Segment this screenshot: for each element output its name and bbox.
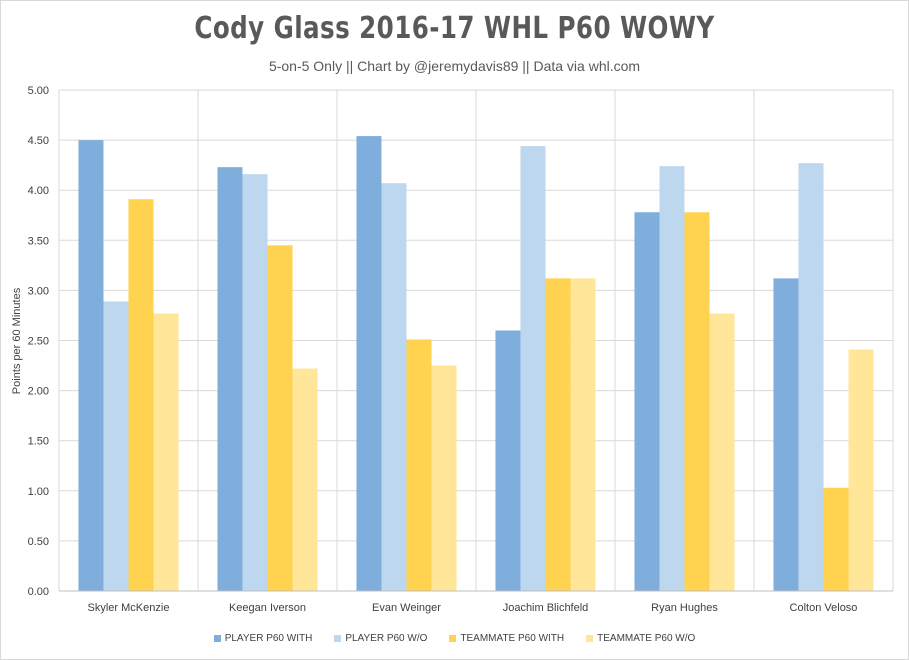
x-tick-label: Ryan Hughes: [651, 602, 718, 614]
y-tick-label: 4.00: [28, 185, 49, 197]
x-tick-label: Keegan Iverson: [229, 602, 306, 614]
bar: [381, 183, 407, 591]
y-tick-label: 0.00: [28, 586, 49, 598]
chart-title: Cody Glass 2016-17 WHL P60 WOWY: [194, 11, 715, 46]
bar: [570, 278, 596, 591]
bar: [78, 140, 104, 591]
bar: [684, 212, 710, 591]
legend-item: TEAMMATE P60 WITH: [449, 633, 564, 644]
y-tick-label: 2.00: [28, 386, 49, 398]
y-tick-label: 0.50: [28, 536, 49, 548]
y-tick-label: 1.50: [28, 436, 49, 448]
bar: [848, 349, 874, 591]
bar: [659, 166, 685, 592]
y-tick-label: 3.00: [28, 285, 49, 297]
y-tick-label: 2.50: [28, 336, 49, 348]
bar: [520, 146, 546, 591]
bar: [217, 167, 243, 592]
bar: [128, 199, 154, 591]
bar: [406, 339, 432, 591]
chart-subtitle: 5-on-5 Only || Chart by @jeremydavis89 |…: [268, 58, 641, 74]
y-tick-label: 5.00: [28, 85, 49, 97]
legend-label: PLAYER P60 W/O: [345, 633, 428, 644]
bar: [242, 174, 268, 591]
bar: [103, 301, 129, 591]
bar: [545, 278, 571, 591]
x-tick-label: Evan Weinger: [372, 602, 441, 614]
legend-item: PLAYER P60 W/O: [334, 633, 427, 644]
legend-swatch: [213, 635, 221, 642]
y-tick-label: 3.50: [28, 235, 49, 247]
bar: [798, 163, 824, 591]
bar: [495, 330, 521, 591]
bar: [634, 212, 660, 591]
legend-label: TEAMMATE P60 WITH: [460, 633, 565, 644]
legend-swatch: [586, 635, 594, 642]
bar: [153, 313, 179, 591]
legend-item: TEAMMATE P60 W/O: [586, 633, 695, 644]
legend-item: PLAYER P60 WITH: [213, 633, 313, 644]
legend-swatch: [449, 635, 457, 642]
bar: [267, 245, 293, 591]
y-tick-label: 1.00: [28, 486, 49, 498]
bar: [292, 368, 318, 591]
x-tick-label: Skyler McKenzie: [88, 602, 170, 614]
legend: PLAYER P60 WITH PLAYER P60 W/O TEAMMATE P6…: [1, 633, 908, 644]
bar: [823, 487, 849, 591]
bar: [709, 313, 735, 591]
bar: [773, 278, 799, 591]
y-tick-label: 4.50: [28, 135, 49, 147]
legend-swatch: [334, 635, 342, 642]
bar: [356, 136, 382, 592]
legend-label: PLAYER P60 WITH: [224, 633, 313, 644]
legend-label: TEAMMATE P60 W/O: [597, 633, 696, 644]
x-tick-label: Joachim Blichfeld: [503, 602, 589, 614]
x-tick-label: Colton Veloso: [790, 602, 858, 614]
bar: [431, 365, 457, 591]
